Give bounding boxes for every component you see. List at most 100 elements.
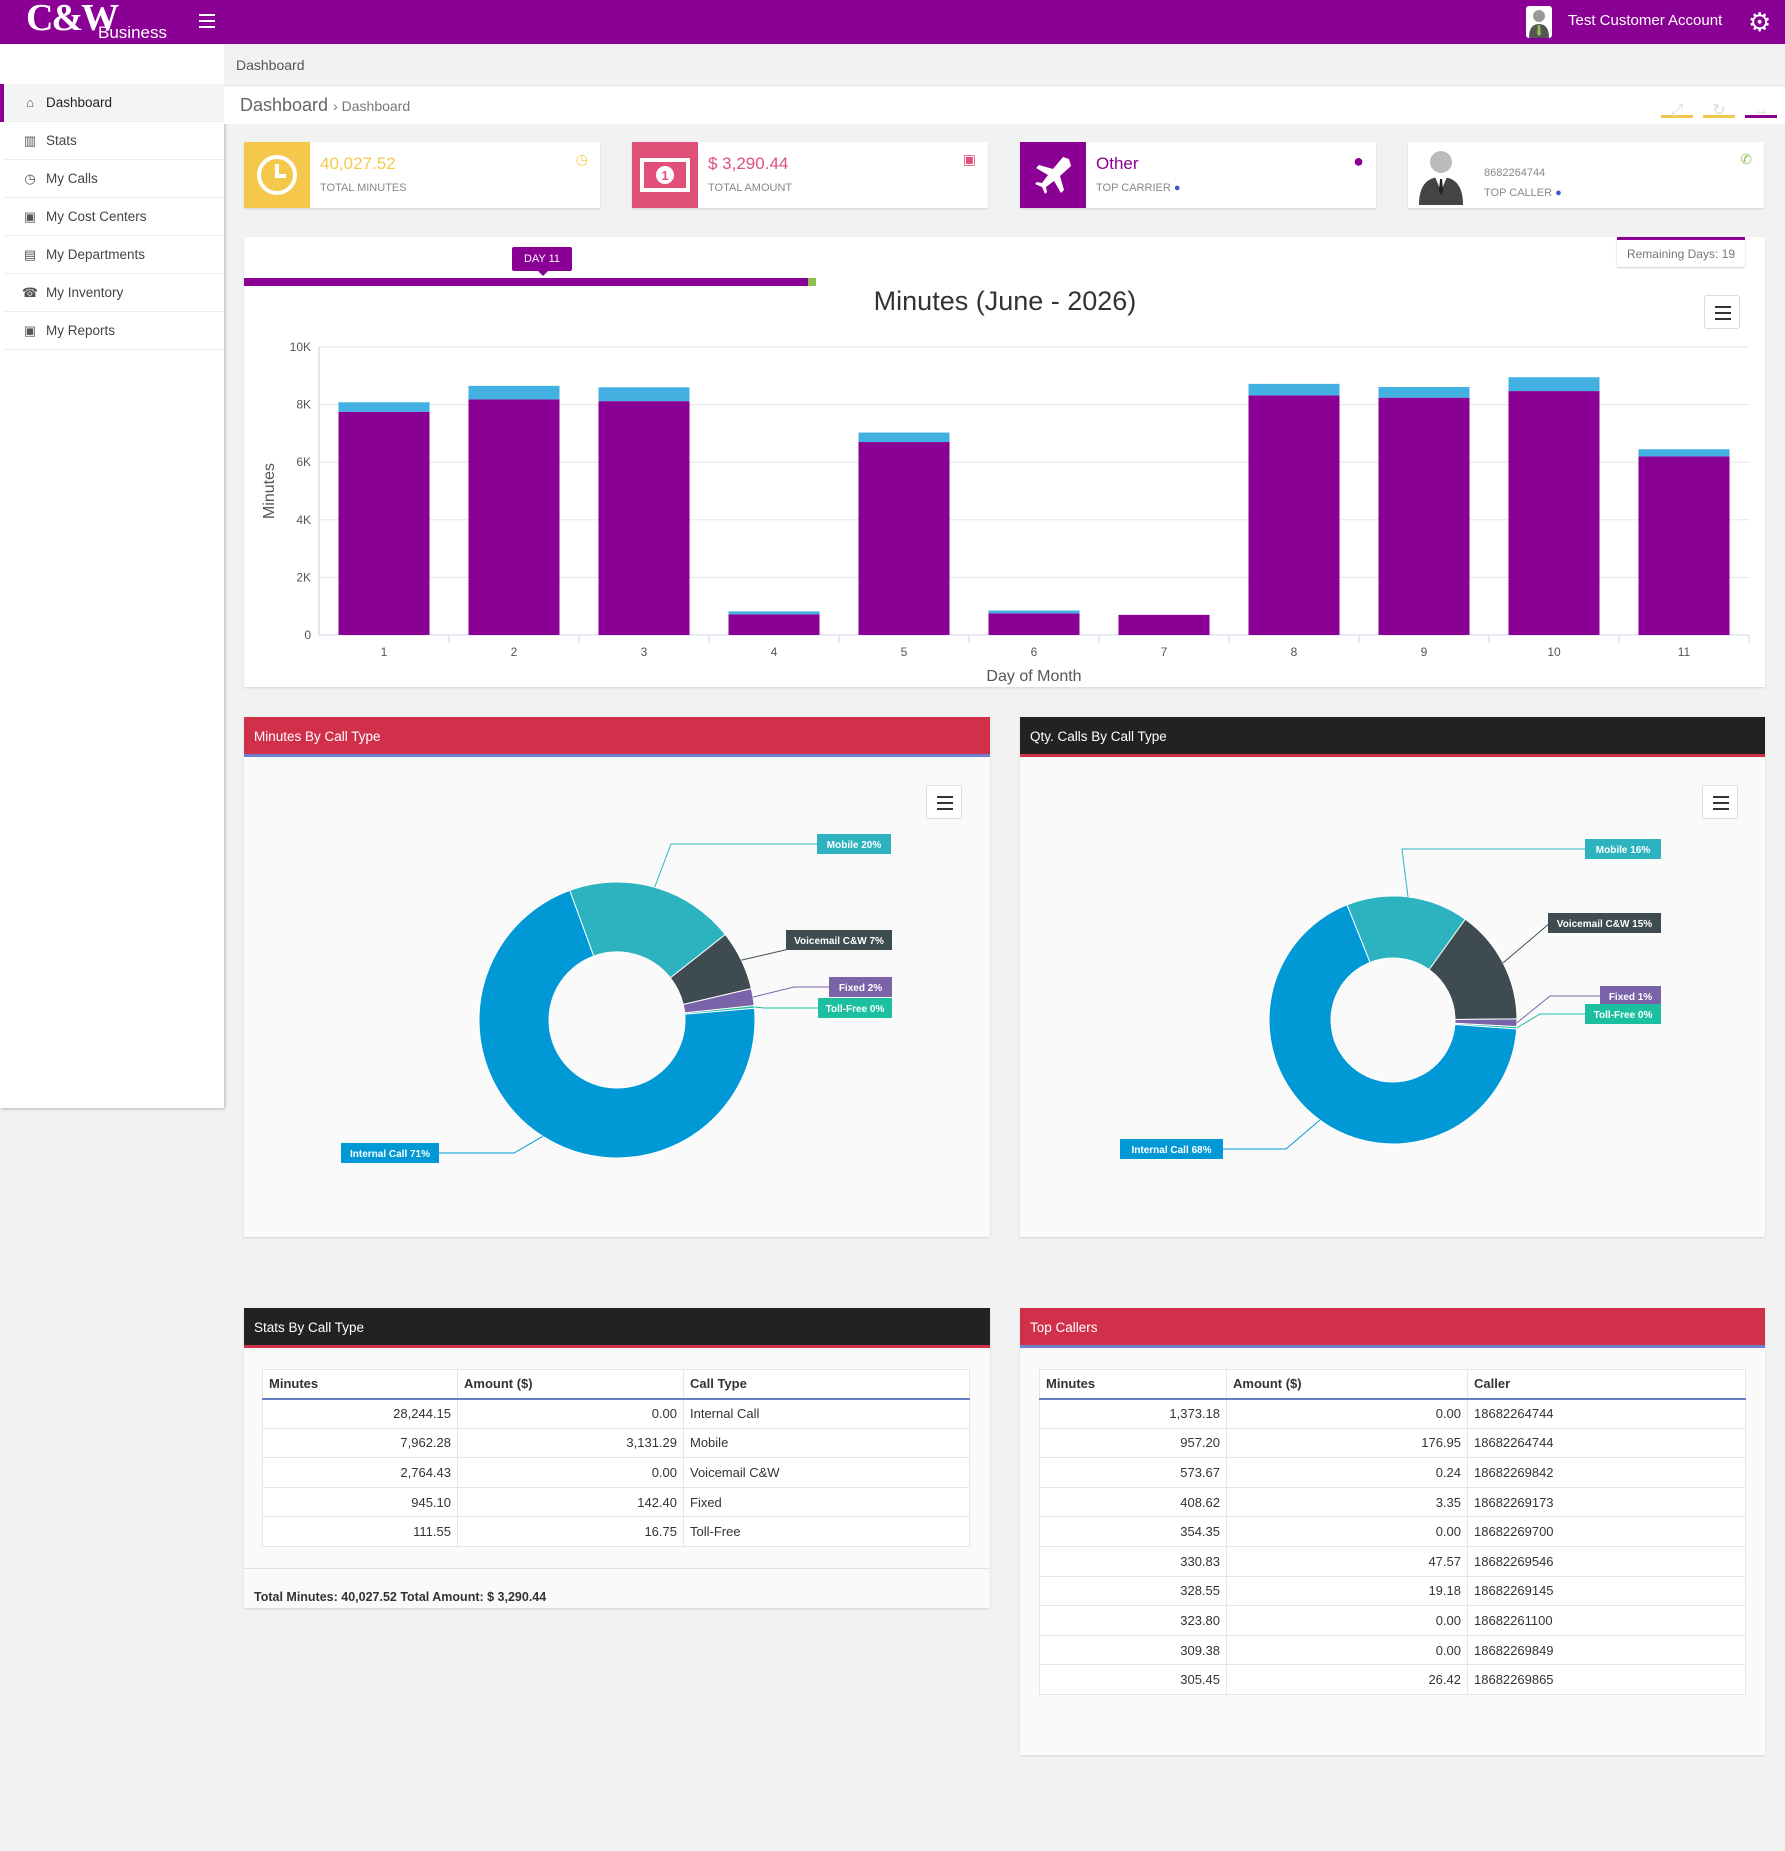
bar-day-6-series-1[interactable]: [988, 610, 1080, 614]
x-tick-label: 2: [511, 645, 518, 659]
col-header[interactable]: Amount ($): [1226, 1369, 1468, 1400]
cell-minutes: 1,373.18: [1039, 1398, 1227, 1429]
pie-slice-0[interactable]: [478, 889, 756, 1159]
pie-label: Internal Call 71%: [350, 1149, 430, 1160]
bar-day-9-series-0[interactable]: [1378, 397, 1470, 635]
x-tick-label: 4: [771, 645, 778, 659]
table-row: 354.35 0.00 18682269700: [1039, 1516, 1746, 1547]
bar-day-11-series-1[interactable]: [1638, 449, 1730, 457]
cell-minutes: 323.80: [1039, 1605, 1227, 1636]
pie-label: Mobile 20%: [827, 840, 882, 851]
y-tick-label: 10K: [290, 340, 311, 354]
chart-menu-button[interactable]: [1702, 785, 1738, 819]
cell-amount: 0.00: [1226, 1398, 1468, 1429]
bar-day-10-series-0[interactable]: [1508, 391, 1600, 635]
phone-icon: ✆: [1740, 151, 1752, 167]
col-header[interactable]: Caller: [1467, 1369, 1746, 1400]
cell-amount: 0.00: [457, 1398, 684, 1429]
col-header[interactable]: Amount ($): [457, 1369, 684, 1400]
pie-connector: [1516, 1013, 1585, 1029]
info-icon[interactable]: ●: [1173, 182, 1181, 194]
page-subtitle-chevron: ›: [333, 98, 342, 114]
pie-slice-0[interactable]: [1268, 904, 1518, 1145]
bar-day-10-series-1[interactable]: [1508, 377, 1600, 392]
stats-total: Total Minutes: 40,027.52 Total Amount: $…: [254, 1590, 547, 1604]
account-avatar-icon[interactable]: [1526, 6, 1552, 38]
bar-day-5-series-1[interactable]: [858, 432, 950, 443]
sidebar-item-my-cost-centers[interactable]: ▣ My Cost Centers: [4, 198, 224, 236]
x-axis-label: Day of Month: [986, 668, 1081, 685]
account-name[interactable]: Test Customer Account: [1568, 12, 1723, 29]
x-tick-label: 6: [1031, 645, 1038, 659]
bar-day-2-series-0[interactable]: [468, 399, 560, 635]
menu-toggle-icon[interactable]: [199, 14, 215, 28]
sidebar-item-my-inventory[interactable]: ☎ My Inventory: [4, 274, 224, 312]
info-icon[interactable]: ●: [1555, 187, 1562, 199]
cell-amount: 176.95: [1226, 1427, 1468, 1459]
y-tick-label: 0: [304, 628, 311, 642]
bar-day-11-series-0[interactable]: [1638, 456, 1730, 635]
bar-day-6-series-0[interactable]: [988, 613, 1080, 635]
col-header[interactable]: Call Type: [683, 1369, 970, 1400]
bar-day-8-series-1[interactable]: [1248, 383, 1340, 396]
pie-slice-1[interactable]: [569, 881, 727, 979]
sidebar-item-my-departments[interactable]: ▤ My Departments: [4, 236, 224, 274]
airplane-icon: [1020, 142, 1086, 208]
bar-day-3-series-0[interactable]: [598, 401, 690, 635]
clock-icon: ◷: [575, 151, 588, 167]
cell-minutes: 328.55: [1039, 1575, 1227, 1607]
cell-amount: 3,131.29: [457, 1427, 684, 1459]
pie-label-box: [818, 998, 892, 1018]
bar-day-7-series-0[interactable]: [1118, 614, 1210, 635]
cell-amount: 142.40: [457, 1486, 684, 1518]
col-header[interactable]: Minutes: [262, 1369, 458, 1400]
cell-amount: 0.00: [1226, 1516, 1468, 1547]
pie-label: Mobile 16%: [1596, 845, 1651, 856]
bar-day-9-series-1[interactable]: [1378, 387, 1470, 398]
brand-logo[interactable]: C&W: [26, 0, 119, 39]
card-value: Other: [1096, 154, 1139, 173]
panel-title: Qty. Calls By Call Type: [1020, 717, 1765, 757]
panel-title: Top Callers: [1020, 1308, 1765, 1348]
chart-menu-button[interactable]: [926, 785, 962, 819]
pie-connector: [654, 843, 817, 888]
sidebar-item-dashboard[interactable]: ⌂ Dashboard: [0, 84, 224, 122]
sidebar-item-label: My Cost Centers: [46, 209, 147, 224]
col-header[interactable]: Minutes: [1039, 1369, 1227, 1400]
cell-amount: 47.57: [1226, 1545, 1468, 1577]
sidebar-item-my-calls[interactable]: ◷ My Calls: [4, 160, 224, 198]
table-row: 1,373.18 0.00 18682264744: [1039, 1398, 1746, 1429]
bar-day-3-series-1[interactable]: [598, 387, 690, 402]
svg-text:1: 1: [661, 168, 668, 183]
refresh-icon[interactable]: ↻: [1703, 92, 1735, 119]
bar-day-2-series-1[interactable]: [468, 385, 560, 400]
card-total-amount: 1 $ 3,290.44 TOTAL AMOUNT ▣: [632, 142, 988, 208]
fullscreen-icon[interactable]: ⤢: [1661, 92, 1693, 119]
collapse-icon[interactable]: ↔: [1745, 92, 1777, 119]
pie-label: Fixed 1%: [1609, 992, 1652, 1003]
settings-gear-icon[interactable]: ⚙: [1748, 7, 1772, 37]
table-row: 111.55 16.75 Toll-Free: [262, 1516, 970, 1547]
card-top-carrier: Other TOP CARRIER ● ●: [1020, 142, 1376, 208]
bar-day-4-series-1[interactable]: [728, 611, 820, 615]
bar-day-1-series-0[interactable]: [338, 411, 430, 635]
table-row: 573.67 0.24 18682269842: [1039, 1457, 1746, 1488]
cell-caller: 18682264744: [1467, 1398, 1746, 1429]
cell-caller: 18682261100: [1467, 1605, 1746, 1636]
cell-minutes: 7,962.28: [262, 1427, 458, 1459]
cell-caller: 18682269849: [1467, 1634, 1746, 1666]
sidebar-item-label: My Departments: [46, 247, 146, 262]
bar-day-5-series-0[interactable]: [858, 442, 950, 635]
bar-day-1-series-1[interactable]: [338, 402, 430, 412]
table-row: 309.38 0.00 18682269849: [1039, 1634, 1746, 1666]
bar-day-4-series-0[interactable]: [728, 614, 820, 635]
sidebar-item-my-reports[interactable]: ▣ My Reports: [4, 312, 224, 350]
building-icon: ▤: [23, 246, 37, 262]
sidebar-item-stats[interactable]: ▥ Stats: [4, 122, 224, 160]
bar-day-8-series-0[interactable]: [1248, 395, 1340, 635]
chart-menu-button[interactable]: [1704, 295, 1740, 329]
cell-call-type: Voicemail C&W: [683, 1457, 970, 1488]
table-row: 330.83 47.57 18682269546: [1039, 1545, 1746, 1577]
pie-label: Voicemail C&W 15%: [1557, 919, 1653, 930]
card-label: TOTAL MINUTES: [320, 182, 407, 194]
